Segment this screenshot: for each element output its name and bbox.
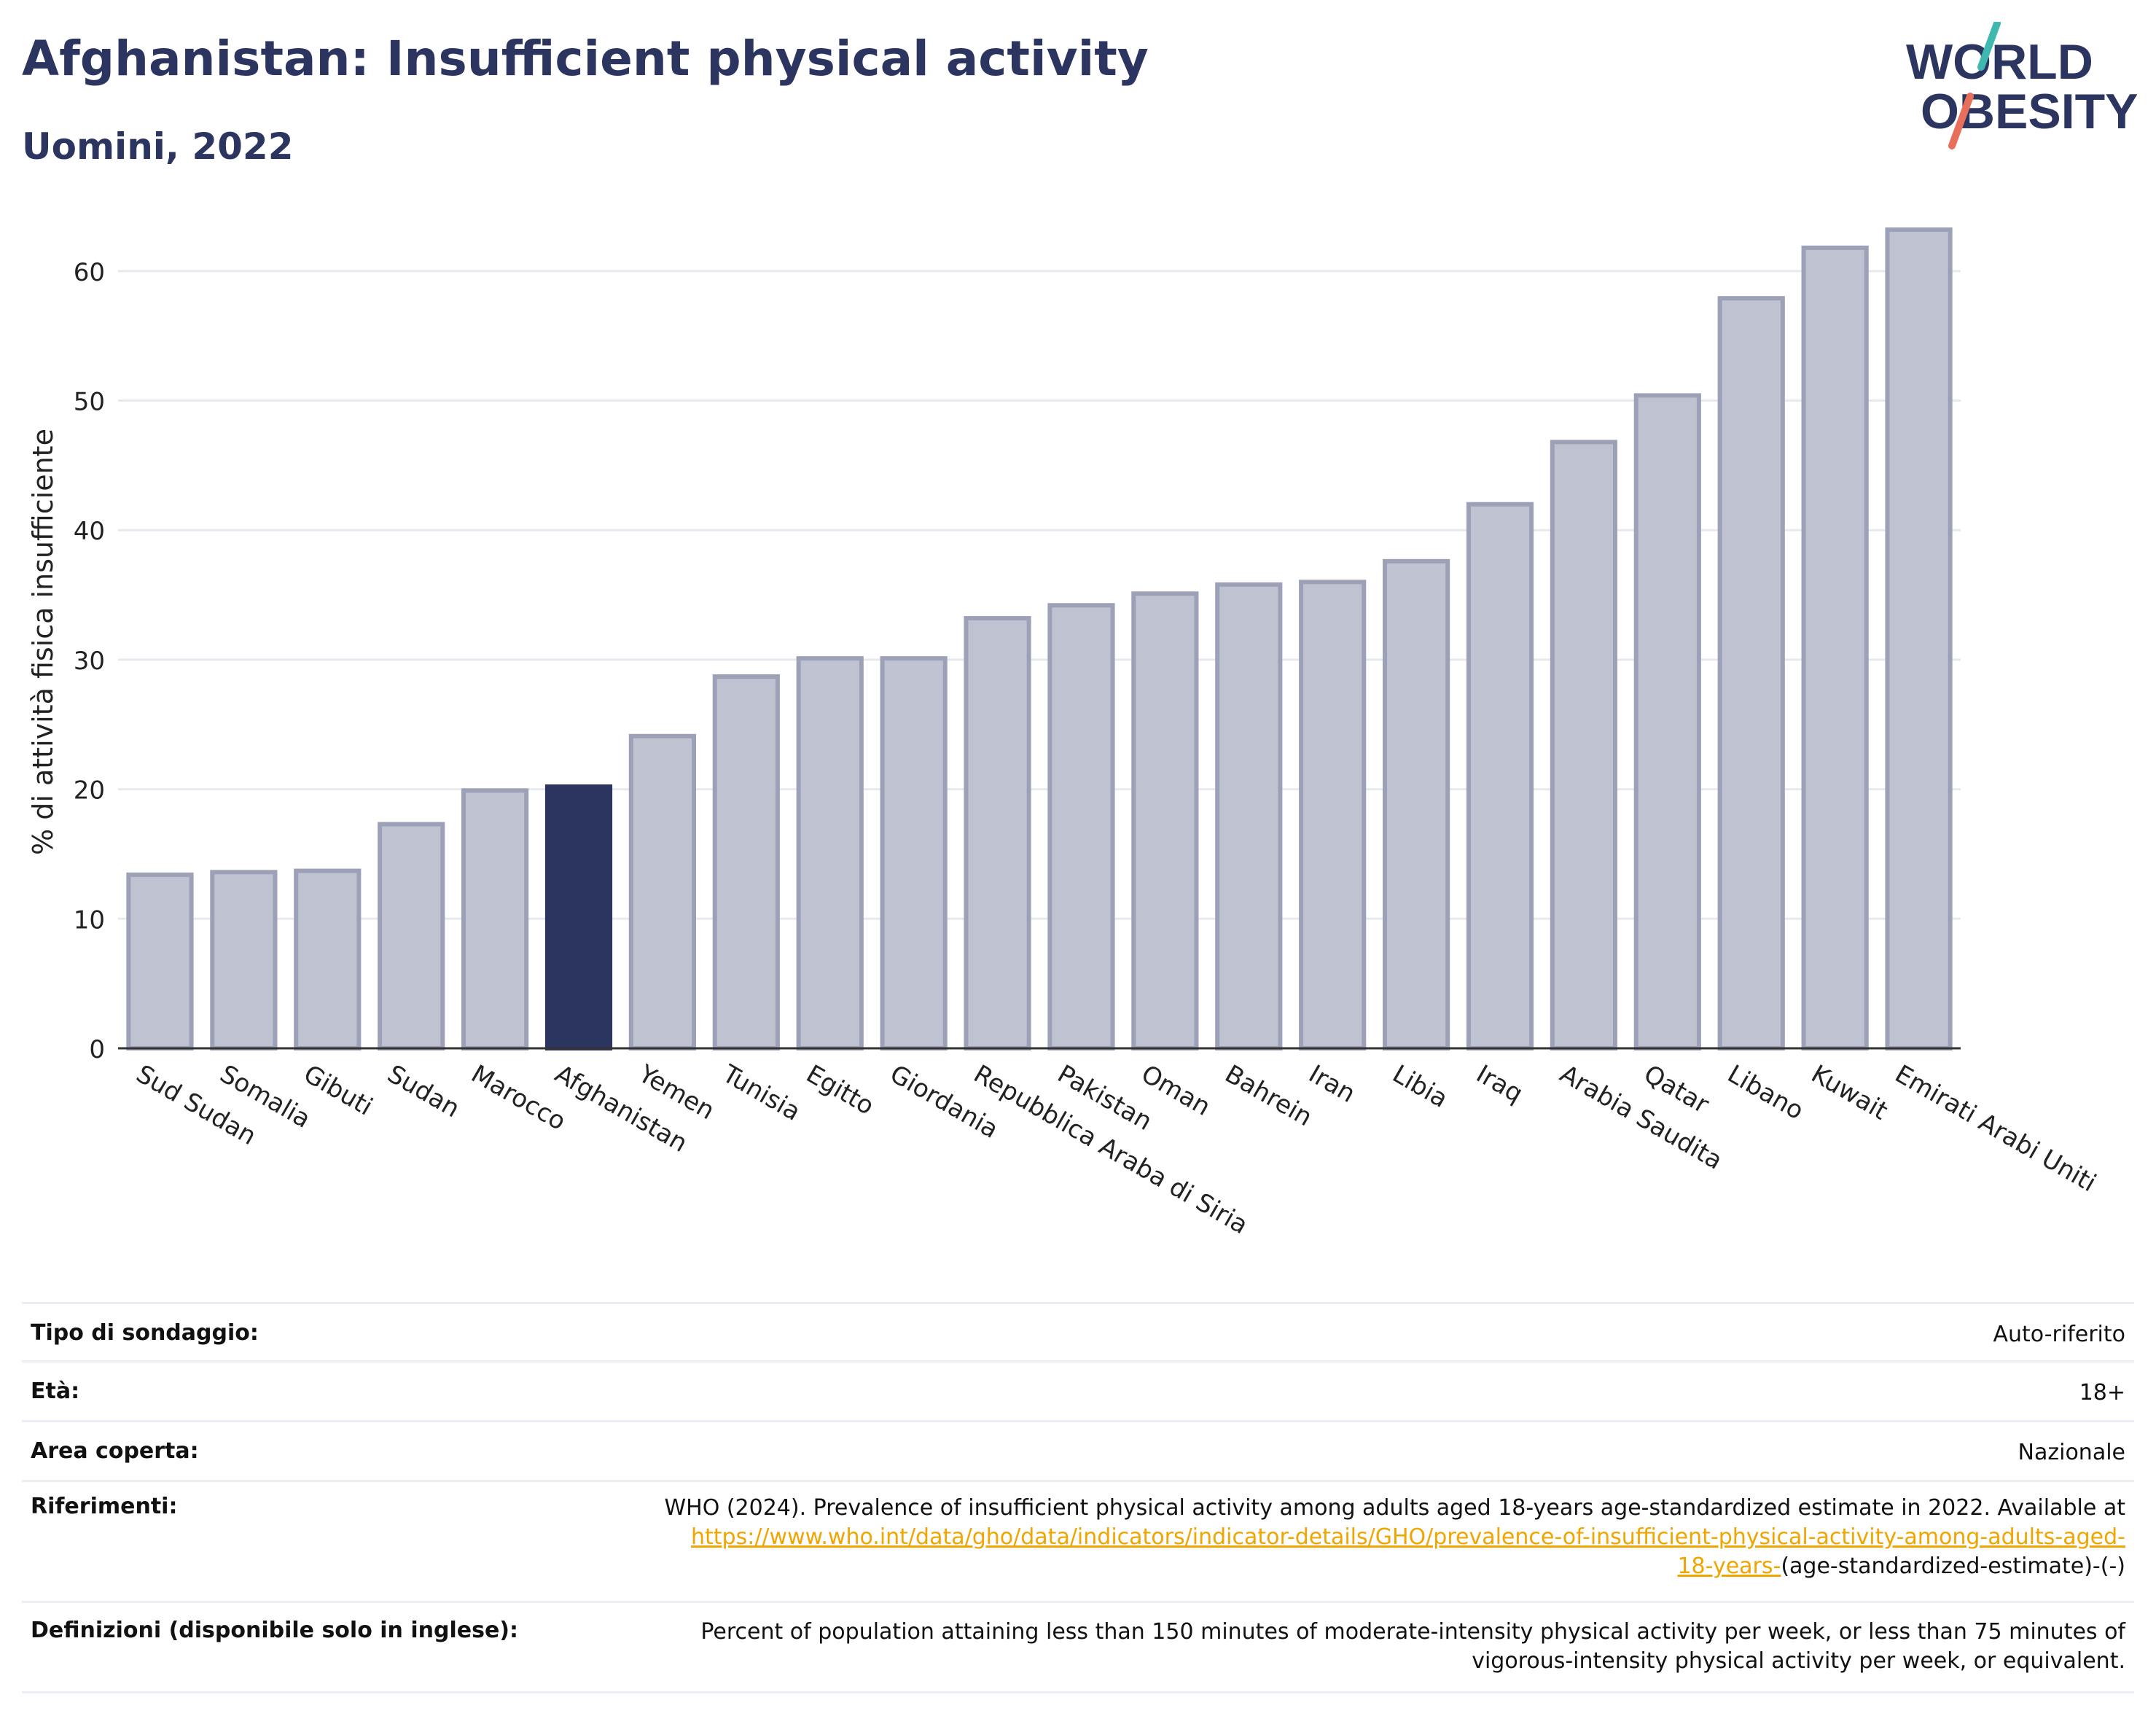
bar-oman — [1131, 591, 1199, 1050]
area-value: Nazionale — [576, 1420, 2134, 1481]
info-row-age: Età: 18+ — [22, 1360, 2134, 1422]
bar-sudan — [378, 822, 445, 1050]
x-tick-label: Bahrein — [1220, 1059, 1317, 1132]
y-tick-label: 50 — [74, 388, 105, 417]
bar-afghanistan — [544, 784, 613, 1050]
x-tick-label: Iraq — [1472, 1059, 1528, 1109]
bar-libano — [1717, 296, 1785, 1051]
x-tick-label: Iran — [1304, 1059, 1360, 1109]
definitions-line2: vigorous-intensity physical activity per… — [1472, 1648, 2125, 1674]
references-label: Riferimenti: — [22, 1480, 576, 1602]
x-tick-label: Emirati Arabi Uniti — [1890, 1059, 2101, 1198]
y-tick-label: 60 — [74, 258, 105, 287]
x-tick-label: Libano — [1722, 1059, 1808, 1126]
bar-somalia — [210, 870, 278, 1051]
page-subtitle: Uomini, 2022 — [22, 125, 294, 168]
bar-repubblica-araba-di-siria — [964, 616, 1031, 1050]
age-value: 18+ — [576, 1360, 2134, 1422]
bar-kuwait — [1801, 245, 1869, 1050]
bar-marocco — [461, 788, 529, 1051]
y-tick-label: 30 — [74, 647, 105, 676]
bars — [126, 227, 1953, 1051]
bar-iran — [1299, 580, 1367, 1050]
logo-line1: WORLD — [1906, 34, 2093, 90]
y-tick-label: 10 — [74, 905, 105, 935]
y-tick-label: 20 — [74, 776, 105, 806]
bar-yemen — [628, 733, 696, 1050]
references-text: WHO (2024). Prevalence of insufficient p… — [664, 1495, 2125, 1521]
references-value: WHO (2024). Prevalence of insufficient p… — [576, 1480, 2134, 1602]
bar-qatar — [1633, 393, 1701, 1050]
survey-label: Tipo di sondaggio: — [22, 1302, 576, 1362]
bar-iraq — [1466, 502, 1534, 1050]
y-tick-label: 40 — [74, 517, 105, 546]
info-table: Tipo di sondaggio: Auto-riferito Età: 18… — [22, 1302, 2134, 1693]
x-tick-label: Libia — [1388, 1059, 1453, 1114]
x-tick-label: Tunisia — [716, 1059, 805, 1127]
references-link-cont[interactable]: 18-years- — [1677, 1553, 1781, 1579]
definitions-label: Definizioni (disponibile solo in inglese… — [22, 1601, 576, 1693]
bar-arabia-saudita — [1550, 440, 1617, 1050]
x-tick-label: Marocco — [466, 1059, 571, 1136]
x-tick-label: Sudan — [383, 1059, 465, 1123]
info-row-area: Area coperta: Nazionale — [22, 1420, 2134, 1481]
page-title: Afghanistan: Insufficient physical activ… — [22, 31, 1149, 87]
y-tick-label: 0 — [89, 1035, 105, 1064]
x-tick-label: Egitto — [801, 1059, 879, 1121]
bar-pakistan — [1047, 603, 1115, 1050]
definitions-value: Percent of population attaining less tha… — [576, 1601, 2134, 1693]
info-row-definitions: Definizioni (disponibile solo in inglese… — [22, 1601, 2134, 1693]
bar-tunisia — [712, 674, 780, 1050]
references-link[interactable]: https://www.who.int/data/gho/data/indica… — [691, 1524, 2125, 1550]
bar-emirati-arabi-uniti — [1885, 227, 1953, 1050]
bar-giordania — [880, 656, 948, 1050]
survey-value: Auto-riferito — [576, 1302, 2134, 1362]
bar-gibuti — [294, 868, 362, 1050]
area-label: Area coperta: — [22, 1420, 576, 1481]
references-tail: (age-standardized-estimate)-(-) — [1781, 1553, 2125, 1579]
x-tick-label: Arabia Saudita — [1555, 1059, 1727, 1176]
definitions-line1: Percent of population attaining less tha… — [700, 1619, 2125, 1645]
bar-libia — [1383, 558, 1450, 1050]
world-obesity-logo: WORLD OBESITY — [1906, 22, 2139, 149]
y-axis-label: % di attività fisica insufficiente — [27, 429, 59, 855]
bar-egitto — [796, 656, 864, 1050]
x-tick-label: Kuwait — [1806, 1059, 1892, 1126]
y-axis-ticks: 0 10 20 30 40 50 60 — [74, 258, 105, 1064]
bar-bahrein — [1215, 582, 1283, 1050]
info-row-survey: Tipo di sondaggio: Auto-riferito — [22, 1302, 2134, 1362]
info-row-references: Riferimenti: WHO (2024). Prevalence of i… — [22, 1480, 2134, 1602]
bar-sud-sudan — [126, 872, 194, 1051]
age-label: Età: — [22, 1360, 576, 1422]
